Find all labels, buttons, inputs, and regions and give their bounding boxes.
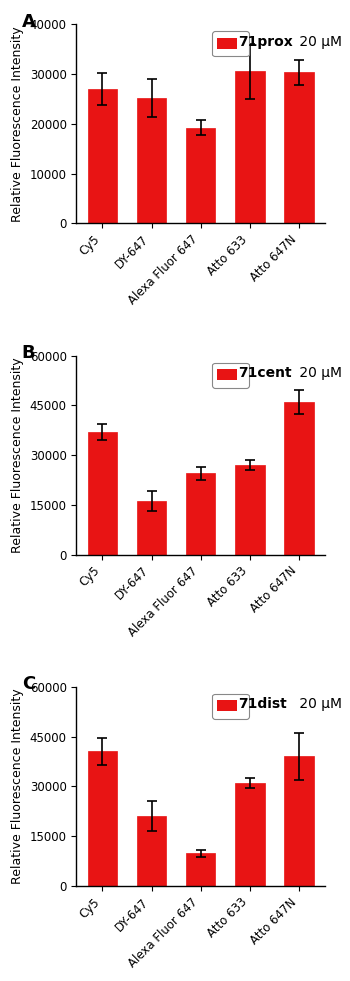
Y-axis label: Relative Fluorescence Intensity: Relative Fluorescence Intensity	[11, 357, 24, 553]
Bar	[88, 89, 117, 224]
Bar	[235, 72, 265, 224]
Bar	[88, 751, 117, 886]
Y-axis label: Relative Fluorescence Intensity: Relative Fluorescence Intensity	[11, 689, 24, 884]
Bar	[235, 465, 265, 554]
Text: 71prox: 71prox	[238, 35, 293, 49]
Bar	[284, 756, 314, 886]
Text: A: A	[22, 13, 36, 30]
Text: B: B	[22, 343, 35, 362]
Text: 71dist: 71dist	[238, 697, 287, 711]
Bar	[137, 816, 166, 886]
Text: 20 μM: 20 μM	[295, 35, 342, 49]
Bar	[284, 402, 314, 554]
Bar	[137, 501, 166, 554]
Legend: 	[212, 694, 249, 719]
Bar	[186, 473, 215, 554]
Text: 71cent: 71cent	[238, 366, 292, 380]
Text: C: C	[22, 675, 35, 693]
Y-axis label: Relative Fluorescence Intensity: Relative Fluorescence Intensity	[11, 26, 24, 222]
Text: 20 μM: 20 μM	[295, 697, 342, 711]
Legend: 	[212, 363, 249, 387]
Legend: 	[212, 31, 249, 57]
Bar	[186, 853, 215, 886]
Bar	[235, 783, 265, 886]
Bar	[284, 73, 314, 224]
Bar	[88, 432, 117, 554]
Bar	[186, 128, 215, 224]
Bar	[137, 98, 166, 224]
Text: 20 μM: 20 μM	[295, 366, 342, 380]
